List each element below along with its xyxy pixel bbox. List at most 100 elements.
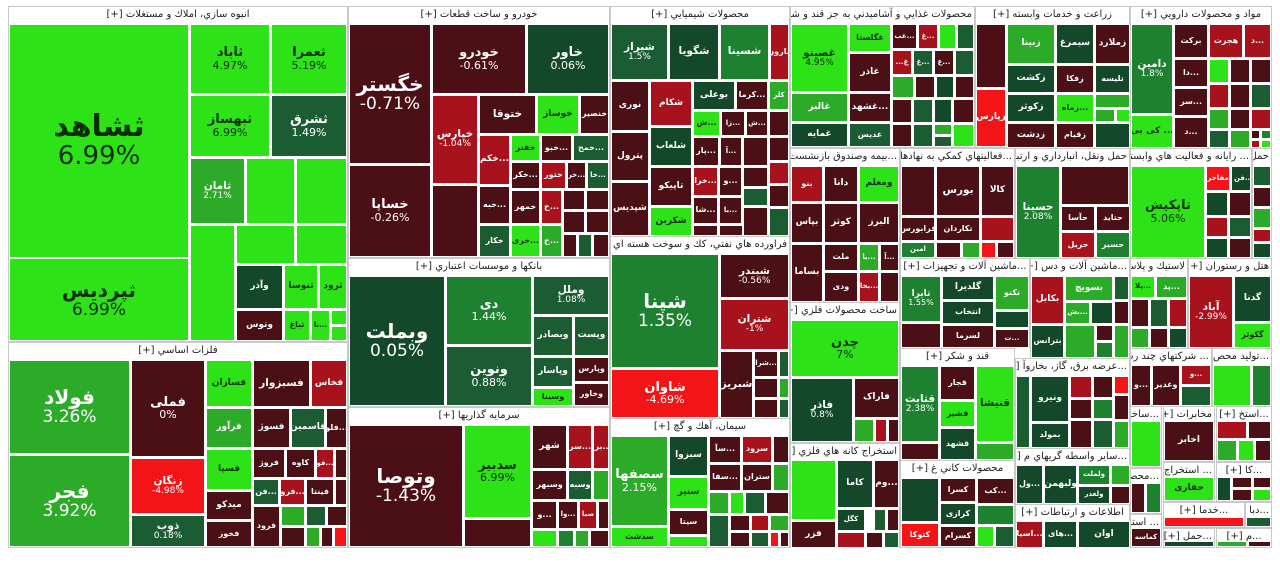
tile-بمولد[interactable]: بمولد — [1031, 423, 1069, 448]
tile-...پلا[interactable]: ...پلا — [1131, 276, 1155, 298]
tile-شبریز[interactable]: شبریز — [720, 351, 753, 418]
tile-ودی[interactable]: ودی — [824, 272, 858, 302]
treemap-tile[interactable] — [866, 532, 883, 548]
treemap-tile[interactable] — [1209, 84, 1229, 108]
tile-بپاس[interactable]: بپاس — [791, 203, 823, 243]
tile-گلدیرا[interactable]: گلدیرا — [942, 276, 994, 300]
treemap-tile[interactable] — [1253, 166, 1271, 186]
treemap-tile[interactable] — [981, 242, 996, 258]
tile-غ...[interactable]: غ... — [892, 50, 912, 75]
tile-میدکو[interactable]: میدکو — [206, 491, 252, 520]
sector-header-pharma[interactable]: مواد و محصولات دارويي [+] — [1131, 7, 1271, 23]
tile-ثامان[interactable]: ثامان 2.71% — [190, 158, 245, 224]
tile-وپست[interactable]: وپست — [574, 316, 609, 356]
tile-...خبو[interactable]: ...خبو — [541, 135, 572, 161]
tile-...خرا[interactable]: ...خرا — [693, 167, 718, 196]
treemap-tile[interactable] — [1206, 192, 1228, 216]
tile-ولبهمن[interactable]: ولبهمن — [1044, 465, 1077, 504]
treemap-tile[interactable] — [1232, 489, 1252, 501]
tile-غالبر[interactable]: غالبر — [791, 93, 848, 122]
tile-...فبا[interactable] — [335, 449, 347, 478]
tile-ثبهساز[interactable]: ثبهساز 6.99% — [190, 95, 270, 157]
treemap-tile[interactable] — [1114, 325, 1129, 358]
tile-دانا[interactable]: دانا — [824, 166, 858, 202]
tile-...غ[interactable] — [892, 124, 912, 147]
tile-کسرام[interactable]: کسرام — [940, 526, 976, 547]
tile-فزر[interactable]: فزر — [791, 521, 836, 548]
tile-...خکم[interactable]: ...خکم — [479, 135, 510, 185]
sector-header-mining-metal[interactable]: استخراج كانه هاي فلزي [+] — [791, 444, 899, 460]
tile-فینتا[interactable]: فینتا — [306, 479, 334, 505]
treemap-tile[interactable] — [1181, 386, 1211, 406]
tile-...و[interactable]: ...و — [532, 501, 557, 529]
treemap-tile[interactable] — [190, 225, 235, 341]
treemap-tile[interactable] — [1232, 477, 1252, 488]
tile-زقیام[interactable]: زقیام — [1056, 123, 1094, 148]
tile-...زماه[interactable]: ...زماه — [1056, 94, 1094, 122]
treemap-tile[interactable] — [1070, 420, 1092, 448]
treemap-tile[interactable] — [1217, 440, 1237, 461]
tile-...آ[interactable]: ...آ — [880, 244, 899, 271]
tile-خودرو[interactable]: خودرو -0.61% — [432, 24, 526, 94]
treemap-tile[interactable] — [1217, 477, 1231, 501]
tile-فولاد[interactable]: فولاد 3.26% — [9, 360, 130, 454]
tile-سرود[interactable]: سرود — [742, 436, 772, 463]
tile-سنیر[interactable]: سنیر — [669, 477, 708, 509]
tile-وسبه[interactable]: وسبه — [568, 470, 592, 500]
tile-...دا[interactable]: ...دا — [1174, 59, 1208, 87]
sector-header-machinery[interactable]: ...ماشين آلات و تجهيزات [+] — [901, 259, 1029, 275]
sector-header-agriculture[interactable]: زراعت و خدمات وابسته [+] — [976, 7, 1129, 23]
tile-فسوژ[interactable]: فسوژ — [253, 408, 290, 448]
tile-فجر[interactable]: فجر 3.92% — [9, 455, 130, 547]
treemap-tile[interactable] — [1253, 477, 1271, 488]
treemap-tile[interactable] — [976, 24, 1006, 88]
tile-قنیشا[interactable]: قنیشا — [976, 366, 1014, 442]
tile-...های[interactable]: ...های — [1044, 521, 1077, 548]
tile-پترول[interactable]: پترول — [611, 132, 649, 181]
treemap-tile[interactable] — [779, 351, 789, 377]
tile-...کب[interactable]: ...کب — [977, 478, 1014, 504]
tile-ثپردیس[interactable]: ثپردیس 6.99% — [9, 258, 189, 341]
tile-فرابورس[interactable]: فرابورس — [901, 217, 935, 241]
treemap-tile[interactable] — [1248, 541, 1271, 547]
tile-تلیسه[interactable]: تلیسه — [1095, 65, 1130, 93]
treemap-tile[interactable] — [1114, 276, 1129, 300]
treemap-tile[interactable] — [1116, 109, 1130, 122]
sector-header-computer[interactable]: ... رايانه و فعاليت هاي وابسته [+] — [1131, 149, 1251, 165]
treemap-tile[interactable] — [306, 506, 326, 526]
treemap-tile[interactable] — [791, 460, 836, 520]
treemap-tile[interactable] — [1093, 420, 1113, 448]
tile-قشیر[interactable]: قشیر — [940, 401, 975, 427]
tile-سفار[interactable] — [669, 536, 708, 547]
treemap-tile[interactable] — [1131, 299, 1149, 327]
tile-حتاید[interactable]: حتاید — [1096, 206, 1130, 231]
tile-بنو[interactable]: بنو — [791, 166, 823, 202]
tile-...خر[interactable]: ...خر — [567, 162, 586, 189]
tile-زدشت[interactable]: زدشت — [1007, 123, 1055, 148]
treemap-tile[interactable] — [590, 530, 609, 547]
tile-...آ[interactable] — [331, 310, 347, 325]
tile-...وا[interactable]: ...وا — [558, 501, 578, 529]
tile-البرز[interactable]: البرز — [859, 203, 899, 243]
treemap-tile[interactable] — [1217, 421, 1247, 439]
sector-header-other-financial[interactable]: ...ساير واسطه گريهاي م [+] — [1016, 449, 1129, 465]
tile-ثنوسا[interactable]: ثنوسا — [284, 265, 318, 309]
sector-header-cement[interactable]: سيمان، آهك و گچ [+] — [611, 419, 789, 435]
treemap-tile[interactable] — [766, 492, 789, 514]
treemap-tile[interactable] — [743, 188, 768, 206]
treemap-tile[interactable] — [934, 124, 952, 135]
tile-...د[interactable]: ...د — [1244, 24, 1271, 58]
sector-header-chemicals[interactable]: محصولات شيميايي [+] — [611, 7, 789, 23]
treemap-tile[interactable] — [1253, 229, 1271, 242]
tile-خنصیر[interactable]: خنصیر — [580, 95, 609, 134]
tile-...خ[interactable]: ...خ — [541, 190, 562, 224]
tile-انتخاب[interactable]: انتخاب — [942, 301, 994, 324]
treemap-tile[interactable] — [1114, 395, 1129, 420]
tile-س...[interactable] — [306, 527, 320, 547]
sector-header-it-communications[interactable]: اطلاعات و ارتباطات [+] — [1016, 505, 1129, 521]
treemap-tile[interactable] — [730, 492, 744, 514]
tile-زفجر[interactable] — [1095, 94, 1130, 108]
treemap-tile[interactable] — [743, 167, 768, 187]
treemap-tile[interactable] — [327, 506, 347, 526]
tile-زپارس[interactable]: زپارس — [976, 89, 1006, 147]
